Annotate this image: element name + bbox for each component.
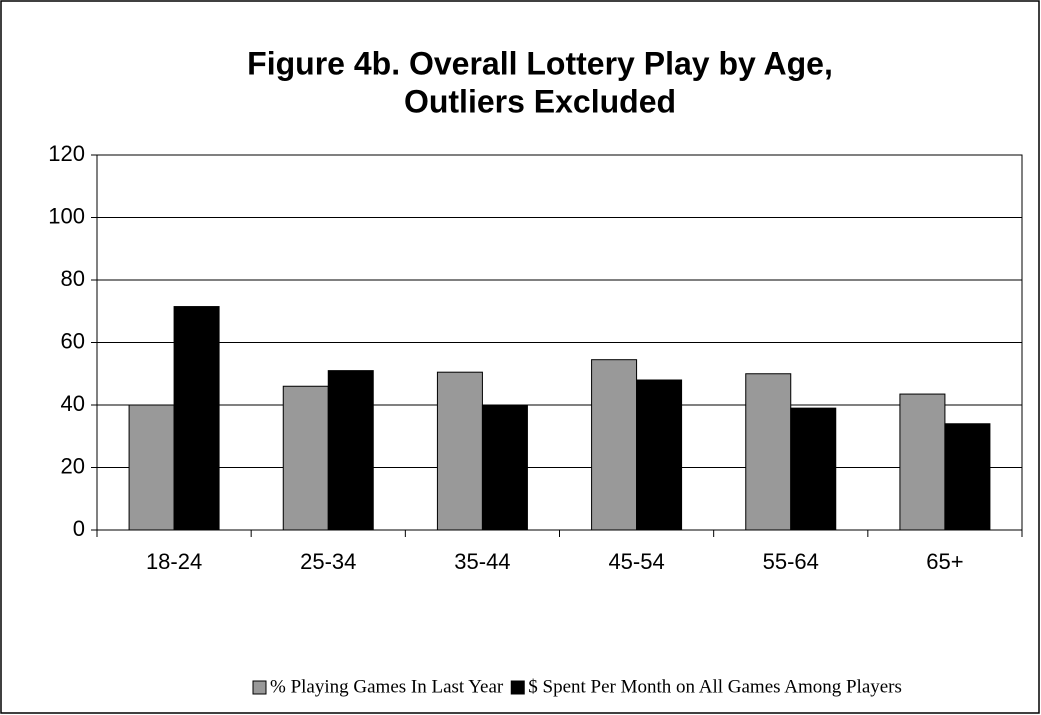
x-tick-label: 35-44 <box>454 549 510 574</box>
bar <box>591 359 638 531</box>
bar <box>745 373 792 531</box>
bar <box>790 407 837 531</box>
bar <box>944 423 991 531</box>
y-tick-label: 20 <box>61 453 85 478</box>
bar <box>899 393 946 531</box>
y-tick-label: 100 <box>48 203 85 228</box>
y-tick-label: 80 <box>61 266 85 291</box>
bar <box>327 370 374 531</box>
x-tick-label: 65+ <box>926 549 963 574</box>
x-tick-label: 18-24 <box>146 549 202 574</box>
x-tick-label: 55-64 <box>763 549 819 574</box>
bar <box>481 404 528 531</box>
chart-title: Outliers Excluded <box>404 83 676 119</box>
bar <box>128 404 175 531</box>
bar <box>636 379 683 531</box>
chart-title: Figure 4b. Overall Lottery Play by Age, <box>247 45 833 81</box>
legend-label: % Playing Games In Last Year <box>270 676 504 697</box>
y-tick-label: 40 <box>61 391 85 416</box>
x-tick-label: 45-54 <box>608 549 664 574</box>
bar <box>282 385 329 531</box>
bar <box>436 371 483 531</box>
y-tick-label: 60 <box>61 328 85 353</box>
legend-swatch <box>510 680 525 695</box>
y-tick-label: 0 <box>73 516 85 541</box>
legend-swatch <box>252 680 267 695</box>
legend-label: $ Spent Per Month on All Games Among Pla… <box>528 676 902 697</box>
x-tick-label: 25-34 <box>300 549 356 574</box>
y-tick-label: 120 <box>48 141 85 166</box>
bar <box>173 306 220 531</box>
